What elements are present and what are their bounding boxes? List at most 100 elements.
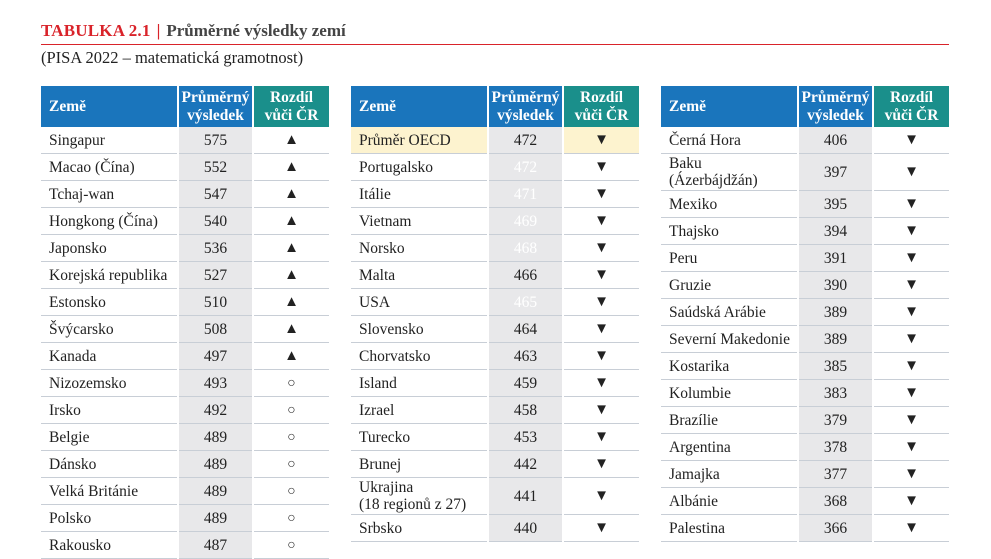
mean-score: 493 — [177, 369, 253, 397]
country-name-text: Kanada — [49, 347, 97, 365]
triangle-down-icon: ▼ — [594, 428, 609, 445]
country-name: Portugalsko — [351, 153, 488, 181]
oecd-average-row: Průměr OECD 472 ▼ — [351, 127, 639, 154]
triangle-down-icon: ▼ — [594, 131, 609, 148]
diff-header-line-1: Rozdíl — [579, 88, 624, 106]
triangle-down-icon: ▼ — [594, 320, 609, 337]
country-name-text: Dánsko — [49, 455, 97, 473]
mean-score: 390 — [797, 271, 873, 299]
mean-score: 391 — [797, 244, 873, 272]
country-name-text: Severní Makedonie — [669, 330, 790, 348]
country-name: Albánie — [661, 487, 798, 515]
circle-icon: ○ — [287, 510, 296, 526]
mean-score: 468 — [487, 234, 563, 262]
country-name: Gruzie — [661, 271, 798, 299]
table-caption: TABULKA 2.1 | Průměrné výsledky zemí — [41, 20, 949, 45]
triangle-down-icon: ▼ — [904, 303, 919, 320]
country-name-text: Japonsko — [49, 239, 107, 257]
mean-score: 440 — [487, 514, 563, 542]
triangle-up-icon: ▲ — [284, 347, 299, 364]
mean-score: 441 — [487, 477, 563, 515]
country-name-text: Itálie — [359, 185, 391, 203]
country-name-text: Hongkong (Čína) — [49, 212, 158, 230]
triangle-down-icon: ▼ — [594, 347, 609, 364]
country-name: Ukrajina (18 regionů z 27) — [351, 477, 488, 515]
difference-indicator: ▼ — [562, 477, 639, 515]
difference-indicator: ▼ — [872, 514, 949, 542]
country-name-text: Kostarika — [669, 357, 730, 375]
triangle-down-icon: ▼ — [904, 222, 919, 239]
country-name: Polsko — [41, 504, 178, 532]
country-name: Saúdská Arábie — [661, 298, 798, 326]
mean-score: 377 — [797, 460, 873, 488]
difference-indicator: ▼ — [562, 261, 639, 289]
country-name: Thajsko — [661, 217, 798, 245]
country-name-text: Argentina — [669, 438, 731, 456]
difference-indicator: ▼ — [872, 325, 949, 353]
triangle-up-icon: ▲ — [284, 320, 299, 337]
table-row: Japonsko 536 ▲ — [41, 234, 329, 262]
difference-indicator: ▼ — [562, 288, 639, 316]
mean-score: 487 — [177, 531, 253, 559]
difference-indicator: ▲ — [252, 207, 329, 235]
mean-score: 552 — [177, 153, 253, 181]
triangle-up-icon: ▲ — [284, 158, 299, 175]
triangle-down-icon: ▼ — [904, 131, 919, 148]
difference-indicator: ▼ — [562, 342, 639, 370]
mean-score: 378 — [797, 433, 873, 461]
triangle-down-icon: ▼ — [594, 519, 609, 536]
country-name: Vietnam — [351, 207, 488, 235]
difference-indicator: ▼ — [872, 127, 949, 154]
triangle-down-icon: ▼ — [904, 492, 919, 509]
difference-indicator: ▼ — [562, 127, 639, 154]
country-name: Srbsko — [351, 514, 488, 542]
title-separator: | — [156, 21, 161, 40]
difference-indicator: ▼ — [872, 298, 949, 326]
country-name: Rakousko — [41, 531, 178, 559]
country-name-text: Brazílie — [669, 411, 719, 429]
mean-score: 540 — [177, 207, 253, 235]
country-name: Macao (Čína) — [41, 153, 178, 181]
country-name: Turecko — [351, 423, 488, 451]
table-row: Estonsko 510 ▲ — [41, 288, 329, 316]
column-header-country: Země — [661, 86, 798, 127]
score-header-line-2: výsledek — [187, 106, 244, 124]
country-name: Baku (Ázerbájdžán) — [661, 153, 798, 191]
triangle-up-icon: ▲ — [284, 293, 299, 310]
table-row: USA 465 ▼ — [351, 288, 639, 316]
country-name: Mexiko — [661, 190, 798, 218]
country-name-text: Albánie — [669, 492, 719, 510]
results-table-1: Země Průměrný výsledek Rozdíl vůči ČR Sing… — [41, 86, 329, 559]
table-header-row: Země Průměrný výsledek Rozdíl vůči ČR — [41, 86, 329, 127]
table-row: Polsko 489 ○ — [41, 504, 329, 532]
country-name: Izrael — [351, 396, 488, 424]
difference-indicator: ▲ — [252, 315, 329, 343]
country-name: Hongkong (Čína) — [41, 207, 178, 235]
mean-score: 466 — [487, 261, 563, 289]
table-row: Norsko 468 ▼ — [351, 234, 639, 262]
country-name-text: Průměr OECD — [359, 131, 451, 149]
triangle-down-icon: ▼ — [904, 438, 919, 455]
difference-indicator: ▼ — [872, 460, 949, 488]
country-name-text: Norsko — [359, 239, 405, 257]
country-name-text: Švýcarsko — [49, 320, 114, 338]
table-row: Slovensko 464 ▼ — [351, 315, 639, 343]
country-name-text: Turecko — [359, 428, 411, 446]
country-name: Kolumbie — [661, 379, 798, 407]
circle-icon: ○ — [287, 456, 296, 472]
country-name-note: (18 regionů z 27) — [359, 496, 467, 513]
table-row: Černá Hora 406 ▼ — [661, 127, 949, 154]
country-name-text: Nizozemsko — [49, 374, 127, 392]
mean-score: 459 — [487, 369, 563, 397]
results-table-3: Země Průměrný výsledek Rozdíl vůči ČR Čern… — [661, 86, 949, 542]
country-name-text: Island — [359, 374, 397, 392]
triangle-down-icon: ▼ — [904, 330, 919, 347]
mean-score: 442 — [487, 450, 563, 478]
mean-score: 366 — [797, 514, 873, 542]
table-row: Kanada 497 ▲ — [41, 342, 329, 370]
mean-score: 547 — [177, 180, 253, 208]
triangle-down-icon: ▼ — [594, 487, 609, 504]
country-name-text: USA — [359, 293, 391, 311]
difference-indicator: ▼ — [872, 433, 949, 461]
mean-score: 389 — [797, 298, 873, 326]
